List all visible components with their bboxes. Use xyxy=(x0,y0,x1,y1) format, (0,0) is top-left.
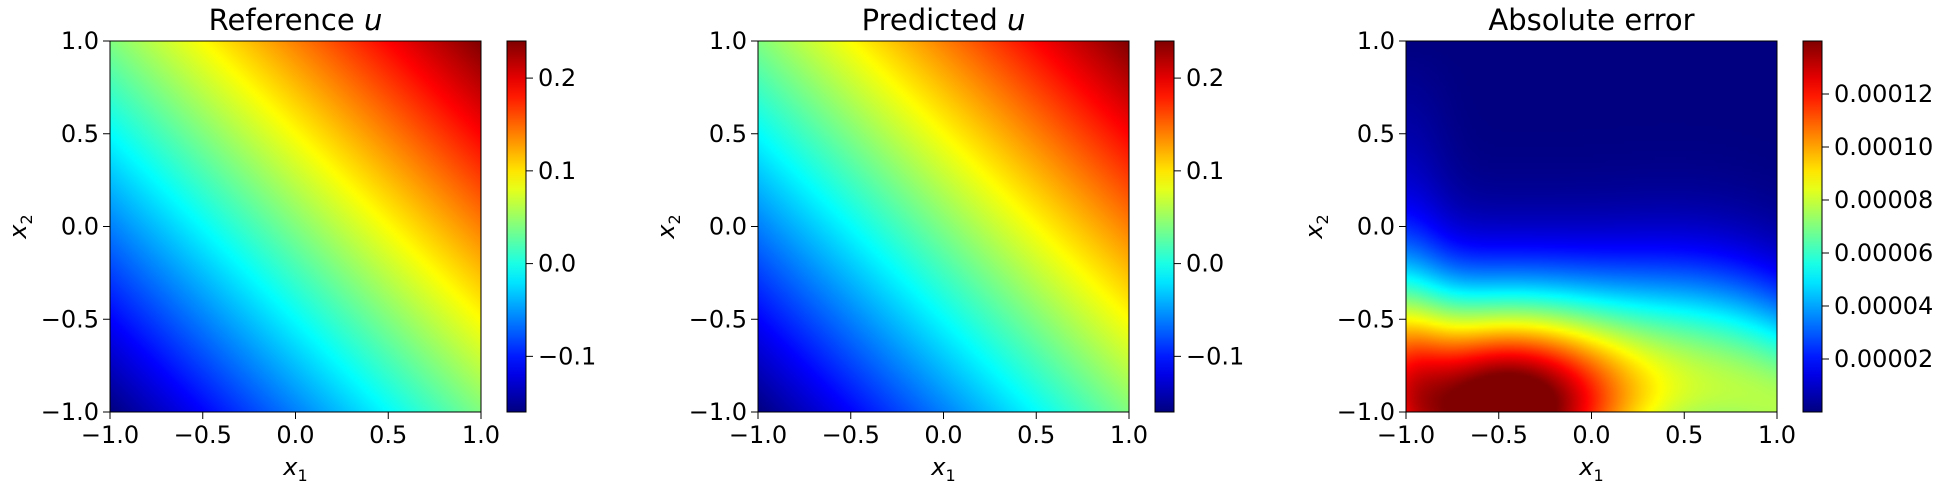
y-tick-label: −0.5 xyxy=(689,305,747,333)
colorbar xyxy=(506,40,527,413)
colorbar-tick-label: 0.00010 xyxy=(1834,133,1933,161)
colorbar xyxy=(1802,40,1823,413)
y-tick-label: 1.0 xyxy=(709,27,747,55)
colorbar-tick-label: 0.00002 xyxy=(1834,345,1933,373)
y-tick-label: −1.0 xyxy=(41,398,99,426)
y-tick-label: 1.0 xyxy=(1357,27,1395,55)
colorbar-tick-label: −0.1 xyxy=(538,342,596,370)
x-tick-label: −0.5 xyxy=(1470,421,1528,449)
y-axis-label: x2 xyxy=(4,214,36,239)
x-tick-label: 0.0 xyxy=(924,421,962,449)
x-tick-label: −0.5 xyxy=(174,421,232,449)
chart-title: Reference u xyxy=(209,3,383,37)
colorbar-tick-label: 0.0 xyxy=(1186,250,1224,278)
colorbar-tick-label: 0.2 xyxy=(538,64,576,92)
x-tick-label: 0.5 xyxy=(369,421,407,449)
colorbar-tick-label: 0.1 xyxy=(538,157,576,185)
heatmap-svg: Reference u −1.0 −0.5 0.0 0.5 1.0 −1.0 −0.5 0.0 0… xyxy=(4,3,596,485)
heatmap-image xyxy=(1406,41,1777,412)
x-tick-label: −1.0 xyxy=(1377,421,1435,449)
heatmap-svg: Absolute error −1.0 −0.5 0.0 0.5 1.0 −1.0 −0.5 0… xyxy=(1300,3,1933,485)
x-tick-label: 1.0 xyxy=(1758,421,1796,449)
colorbar-tick-label: 0.00006 xyxy=(1834,239,1933,267)
x-tick-label: 0.5 xyxy=(1017,421,1055,449)
x-tick-label: 1.0 xyxy=(462,421,500,449)
heatmap-image xyxy=(110,41,481,412)
x-tick-label: 0.0 xyxy=(1572,421,1610,449)
heatmap-panel-predicted: Predicted u −1.0 −0.5 0.0 0.5 1.0 −1.0 −0.5 0.0 0… xyxy=(648,0,1288,486)
heatmap-panel-absolute-error: Absolute error −1.0 −0.5 0.0 0.5 1.0 −1.0 −0.5 0… xyxy=(1296,0,1935,486)
colorbar-tick-label: 0.1 xyxy=(1186,157,1224,185)
x-tick-label: 1.0 xyxy=(1110,421,1148,449)
chart-title: Predicted u xyxy=(862,3,1026,37)
colorbar-tick-label: 0.0 xyxy=(538,250,576,278)
x-tick-label: 0.5 xyxy=(1665,421,1703,449)
y-tick-label: 1.0 xyxy=(61,27,99,55)
y-tick-label: 0.0 xyxy=(709,213,747,241)
x-tick-label: −1.0 xyxy=(81,421,139,449)
heatmap-panel-reference: Reference u −1.0 −0.5 0.0 0.5 1.0 −1.0 −0.5 0.0 0… xyxy=(0,0,640,486)
chart-title: Absolute error xyxy=(1488,3,1694,37)
y-tick-label: 0.5 xyxy=(709,120,747,148)
x-tick-label: −0.5 xyxy=(822,421,880,449)
heatmap-svg: Predicted u −1.0 −0.5 0.0 0.5 1.0 −1.0 −0.5 0.0 0… xyxy=(652,3,1244,485)
colorbar-tick-label: 0.00012 xyxy=(1834,80,1933,108)
y-tick-label: 0.5 xyxy=(1357,120,1395,148)
heatmap-image xyxy=(758,41,1129,412)
y-axis-label: x2 xyxy=(652,214,684,239)
y-tick-label: −1.0 xyxy=(1337,398,1395,426)
x-tick-label: −1.0 xyxy=(729,421,787,449)
y-tick-label: 0.5 xyxy=(61,120,99,148)
y-tick-label: −0.5 xyxy=(1337,305,1395,333)
colorbar-tick-label: 0.2 xyxy=(1186,64,1224,92)
x-tick-label: 0.0 xyxy=(276,421,314,449)
x-axis-label: x1 xyxy=(1578,453,1603,485)
colorbar-tick-label: 0.00004 xyxy=(1834,292,1933,320)
y-tick-label: 0.0 xyxy=(61,213,99,241)
colorbar-tick-label: −0.1 xyxy=(1186,342,1244,370)
y-tick-label: 0.0 xyxy=(1357,213,1395,241)
y-tick-label: −0.5 xyxy=(41,305,99,333)
x-axis-label: x1 xyxy=(282,453,307,485)
colorbar xyxy=(1154,40,1175,413)
x-axis-label: x1 xyxy=(930,453,955,485)
y-axis-label: x2 xyxy=(1300,214,1332,239)
y-tick-label: −1.0 xyxy=(689,398,747,426)
colorbar-tick-label: 0.00008 xyxy=(1834,186,1933,214)
